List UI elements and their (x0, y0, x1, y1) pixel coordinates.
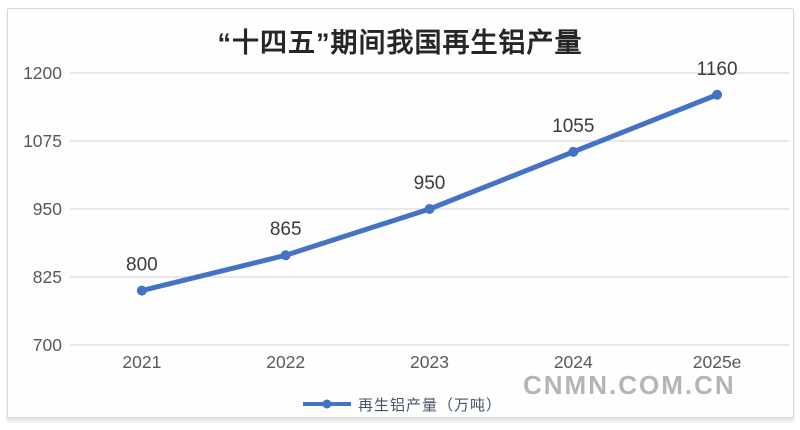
data-point (712, 89, 723, 100)
x-tick-label: 2024 (554, 352, 593, 372)
y-tick-label: 1075 (23, 131, 62, 151)
legend-label: 再生铝产量（万吨） (358, 396, 503, 414)
chart-frame (7, 8, 794, 418)
data-point (136, 285, 147, 296)
watermark: CNMN.COM.CN (523, 370, 736, 400)
data-label: 950 (414, 173, 446, 194)
data-label: 1160 (697, 59, 738, 80)
y-tick-label: 825 (33, 267, 62, 287)
data-point (280, 250, 291, 261)
data-label: 800 (126, 255, 158, 276)
data-label: 865 (270, 219, 302, 240)
chart-title: “十四五”期间我国再生铝产量 (217, 28, 583, 58)
data-label: 1055 (552, 116, 594, 137)
x-tick-label: 2021 (122, 352, 161, 372)
y-tick-label: 950 (33, 199, 62, 219)
y-tick-label: 700 (33, 335, 62, 355)
legend: 再生铝产量（万吨） (303, 394, 502, 414)
x-tick-label: 2023 (410, 352, 449, 372)
legend-line-marker-icon (303, 399, 351, 409)
y-tick-label: 1200 (23, 63, 62, 83)
x-tick-label: 2025e (693, 352, 742, 372)
data-point (424, 204, 435, 214)
data-point (568, 146, 579, 157)
x-tick-label: 2022 (266, 352, 305, 372)
